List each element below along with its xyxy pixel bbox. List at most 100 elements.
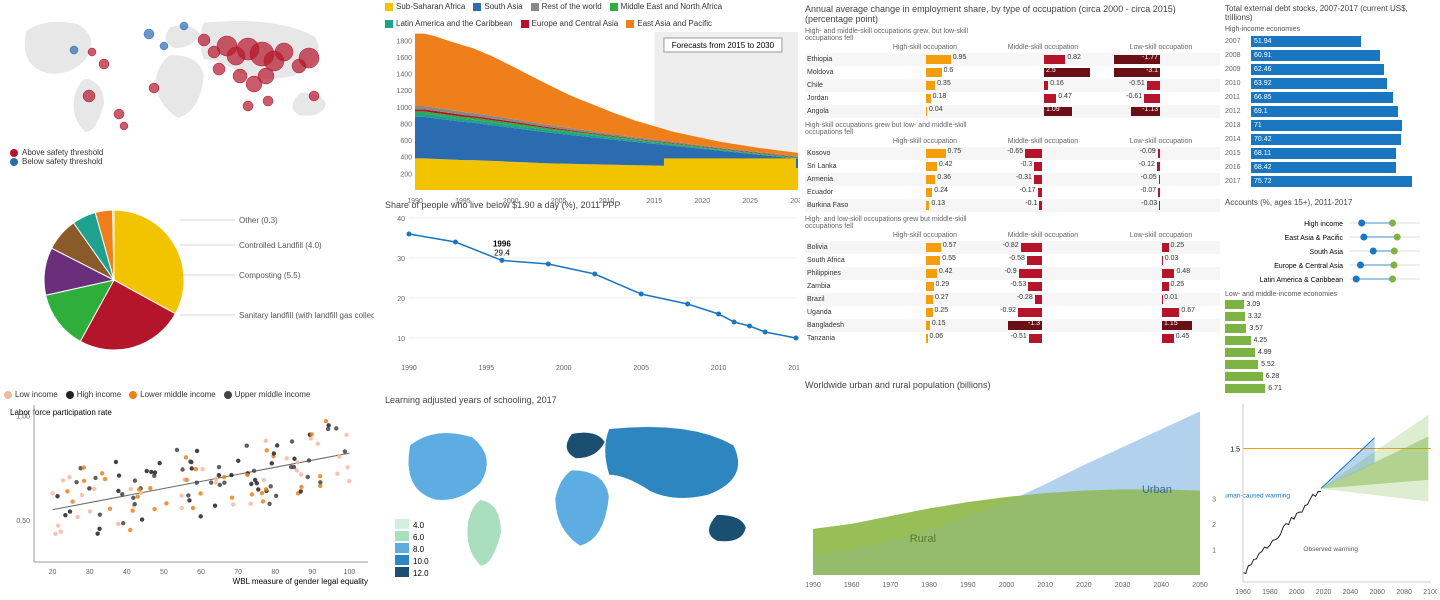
emp-value: 0.04 — [929, 106, 943, 113]
emp-col: Middle-skill occupation — [984, 232, 1102, 239]
emp-col: Middle-skill occupation — [984, 138, 1102, 145]
emp-country: South Africa — [805, 257, 866, 264]
emp-value: -0.05 — [1141, 174, 1157, 181]
acct-val: 4.25 — [1254, 337, 1268, 344]
svg-text:1990: 1990 — [401, 365, 417, 372]
warm-label: Observed warming — [1303, 546, 1358, 553]
emp-value: 0.42 — [939, 268, 953, 275]
emp-country: Jordan — [805, 95, 866, 102]
emp-value: 0.82 — [1067, 54, 1081, 61]
area-legend-label: Middle East and North Africa — [621, 2, 722, 11]
svg-text:2020: 2020 — [1076, 582, 1092, 589]
scatter-panel: Low incomeHigh incomeLower middle income… — [4, 390, 374, 595]
svg-text:1950: 1950 — [805, 582, 821, 589]
area-legend-label: Europe and Central Asia — [532, 19, 619, 28]
emp-value: -1.13 — [1142, 106, 1158, 113]
emp-group-header: High-skill occupations grew but low- and… — [805, 122, 985, 136]
scatter-legend-label: Lower middle income — [140, 390, 216, 399]
emp-col: Low-skill occupation — [1102, 138, 1220, 145]
emp-value: 0.16 — [1050, 80, 1064, 87]
svg-text:2080: 2080 — [1396, 589, 1412, 596]
emp-country: Armenia — [805, 176, 866, 183]
debt-bar: 51.94 — [1251, 36, 1361, 47]
emp-country: Brazil — [805, 296, 866, 303]
svg-text:3: 3 — [1212, 496, 1216, 503]
emp-value: -0.58 — [1009, 255, 1025, 262]
debt-bar: 68.42 — [1251, 162, 1396, 173]
debt-year: 2010 — [1225, 80, 1251, 87]
emp-value: 0.48 — [1176, 268, 1190, 275]
emp-country: Burkina Faso — [805, 202, 866, 209]
svg-text:2050: 2050 — [1192, 582, 1208, 589]
emp-country: Bolivia — [805, 244, 866, 251]
emp-country: Moldova — [805, 69, 866, 76]
line-callout-val: 29.4 — [494, 248, 510, 257]
emp-value: -1.77 — [1142, 54, 1158, 61]
emp-country: Tanzania — [805, 335, 866, 342]
svg-text:1960: 1960 — [1235, 589, 1251, 596]
debt-year: 2016 — [1225, 164, 1251, 171]
emp-country: Zambia — [805, 283, 866, 290]
debt-year: 2007 — [1225, 38, 1251, 45]
svg-text:1800: 1800 — [396, 38, 412, 45]
emp-value: 0.03 — [1165, 255, 1179, 262]
emp-country: Ethiopia — [805, 56, 866, 63]
emp-value: 2.5 — [1046, 67, 1056, 74]
acct-val: 6.71 — [1268, 385, 1282, 392]
svg-text:1980: 1980 — [921, 582, 937, 589]
svg-text:20: 20 — [397, 296, 405, 303]
debt-panel: Total external debt stocks, 2007-2017 (c… — [1225, 4, 1435, 194]
emp-value: 0.06 — [930, 333, 944, 340]
emp-country: Sri Lanka — [805, 163, 866, 170]
scatter-legend-label: High income — [77, 390, 121, 399]
emp-country: Chile — [805, 82, 866, 89]
svg-text:2060: 2060 — [1369, 589, 1385, 596]
emp-value: -3.1 — [1146, 67, 1158, 74]
emp-country: Bangladesh — [805, 322, 866, 329]
emp-country: Uganda — [805, 309, 866, 316]
urban-urban-label: Urban — [1142, 484, 1172, 496]
svg-text:1990: 1990 — [960, 582, 976, 589]
svg-text:2000: 2000 — [999, 582, 1015, 589]
emp-value: 0.13 — [931, 200, 945, 207]
debt-bar: 71 — [1251, 120, 1402, 131]
pie-chart: Open dump33.0Landfill (unspecified)25.0R… — [4, 185, 374, 375]
debt-year: 2015 — [1225, 150, 1251, 157]
debt-bar: 62.46 — [1251, 64, 1384, 75]
debt-bar: 63.92 — [1251, 78, 1387, 89]
svg-text:2030: 2030 — [1115, 582, 1131, 589]
debt-year: 2013 — [1225, 122, 1251, 129]
debt-sub: High-income economies — [1225, 26, 1435, 33]
emp-country: Kosovo — [805, 150, 866, 157]
area-panel: Sub-Saharan AfricaSouth AsiaRest of the … — [385, 2, 800, 197]
svg-text:2100: 2100 — [1423, 589, 1437, 596]
debt-bar: 68.11 — [1251, 148, 1396, 159]
svg-text:1980: 1980 — [1262, 589, 1278, 596]
emp-group-header: High- and low-skill occupations grew but… — [805, 216, 985, 230]
emp-col: Low-skill occupation — [1102, 232, 1220, 239]
warm-label: Human-caused warming — [1225, 492, 1290, 499]
debt-year: 2008 — [1225, 52, 1251, 59]
emp-col: High-skill occupation — [866, 138, 984, 145]
map-legend-label: Above safety threshold — [22, 148, 103, 157]
choro-title: Learning adjusted years of schooling, 20… — [385, 395, 800, 405]
acct-row-label: High income — [1304, 221, 1343, 228]
acct-val: 3.09 — [1247, 301, 1261, 308]
acct-row-label: South Asia — [1310, 249, 1344, 256]
emp-value: -0.9 — [1005, 268, 1017, 275]
choropleth-map: 4.06.08.010.012.0 — [385, 409, 800, 589]
choro-legend: 4.0 — [413, 521, 425, 530]
choro-legend: 12.0 — [413, 569, 429, 578]
employment-panel: Annual average change in employment shar… — [805, 4, 1220, 374]
emp-value: -0.12 — [1139, 161, 1155, 168]
choro-legend: 6.0 — [413, 533, 425, 542]
urban-rural-label: Rural — [910, 533, 936, 545]
pie-callout: Composting (5.5) — [239, 271, 301, 280]
svg-text:1995: 1995 — [479, 365, 495, 372]
warming-chart: 1.519601980200020202040206020802100Human… — [1225, 398, 1437, 596]
debt-bar: 69.1 — [1251, 106, 1398, 117]
stacked-area-chart: 2004006008001000120014001600180019901995… — [385, 30, 800, 205]
emp-value: -0.51 — [1129, 80, 1145, 87]
debt-year: 2017 — [1225, 178, 1251, 185]
emp-value: -0.92 — [1000, 307, 1016, 314]
